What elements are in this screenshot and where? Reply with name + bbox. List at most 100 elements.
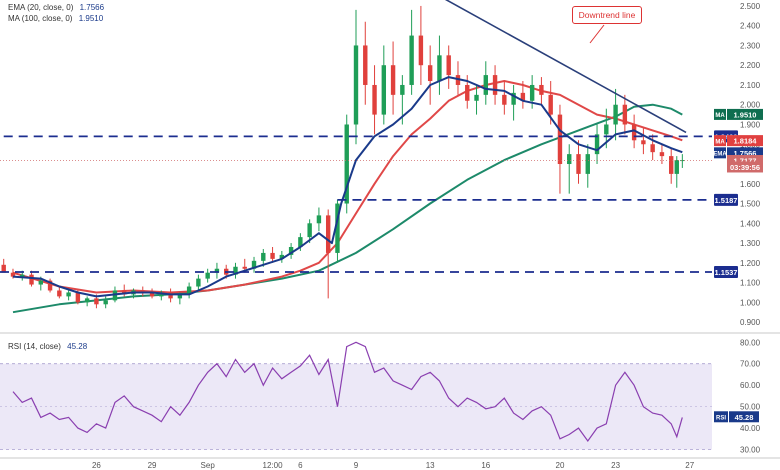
candle-body	[594, 134, 600, 155]
candle-body	[344, 124, 349, 204]
candle-body	[288, 247, 294, 255]
rsi-tag-key-label: RSI	[716, 416, 726, 422]
candle-body	[680, 160, 685, 162]
candle-body	[75, 292, 81, 303]
candle-body	[29, 274, 34, 285]
candle-body	[205, 272, 210, 279]
legend-rsi: RSI (14, close) 45.28	[8, 342, 87, 351]
candle-body	[103, 300, 108, 305]
candle-body	[316, 215, 322, 224]
series-tag-bg	[727, 161, 763, 173]
rsi-tick-label: 30.00	[740, 446, 761, 455]
x-tick-label: 16	[481, 461, 490, 470]
legend-rsi-text: RSI (14, close)	[8, 342, 61, 351]
candle-body	[261, 252, 266, 261]
series-tag-key-label: MA	[715, 113, 725, 119]
candle-body	[613, 104, 618, 125]
price-tick-label: 2.100	[740, 81, 761, 90]
candle-body	[576, 154, 581, 174]
series-tag-bg	[727, 147, 763, 159]
candle-body	[214, 268, 220, 273]
candle-body	[149, 292, 155, 297]
candle-body	[520, 92, 526, 101]
level-tag-label: 1.1537	[715, 268, 738, 277]
candle-body	[585, 154, 590, 174]
legend-ema: EMA (20, close, 0) 1.7566	[8, 2, 104, 13]
annotation-downtrend: Downtrend line	[572, 6, 642, 24]
level-tag-label: 1.5187	[715, 196, 738, 205]
candle-body	[539, 84, 544, 95]
legend-ema-value: 1.7566	[79, 3, 105, 12]
candle-body	[446, 55, 451, 76]
candle-body	[659, 152, 665, 157]
candle-body	[242, 266, 247, 269]
ma50-line	[12, 80, 683, 294]
rsi-tag-bg	[729, 411, 759, 423]
series-tag-value: 1.8184	[734, 137, 758, 146]
price-tick-label: 1.900	[740, 120, 761, 129]
series-tag-bg	[727, 108, 763, 120]
candle-body	[10, 272, 16, 277]
candle-body	[474, 94, 479, 101]
rsi-tick-label: 80.00	[740, 338, 761, 347]
series-tag-key-label: MA	[715, 139, 725, 145]
level-tag-bg	[714, 193, 738, 206]
downtrend-line	[444, 0, 687, 134]
candle-body	[325, 215, 331, 253]
rsi-tick-label: 40.00	[740, 424, 761, 433]
legend-price: EMA (20, close, 0) 1.7566 MA (100, close…	[8, 2, 104, 24]
candle-body	[251, 260, 257, 269]
rsi-tick-label: 50.00	[740, 403, 761, 412]
series-tag-value: 1.7566	[734, 149, 757, 158]
candle-body	[177, 294, 183, 299]
x-tick-label: 9	[354, 461, 359, 470]
x-tick-label: 6	[298, 461, 303, 470]
price-tick-label: 1.000	[740, 298, 761, 307]
series-tag-key-label: EMA	[713, 152, 727, 158]
candle-body	[465, 84, 470, 101]
candle-body	[567, 154, 572, 165]
rsi-line	[12, 341, 683, 443]
rsi-tick-label: 60.00	[740, 381, 761, 390]
candle-body	[196, 278, 201, 287]
candle-body	[381, 65, 387, 115]
candle-body	[47, 280, 53, 291]
price-tick-label: 1.100	[740, 279, 761, 288]
candle-body	[140, 290, 145, 293]
candle-body	[233, 266, 238, 275]
candle-body	[112, 290, 118, 301]
candle-body	[57, 290, 62, 297]
candle-body	[604, 124, 609, 135]
candle-body	[363, 45, 368, 85]
ema20-line	[12, 76, 683, 298]
candle-body	[674, 160, 679, 174]
price-tick-label: 1.200	[740, 259, 761, 268]
x-tick-label: 23	[611, 461, 620, 470]
legend-ma-value: 1.9510	[78, 14, 104, 23]
candle-body	[511, 92, 516, 105]
candle-body	[557, 114, 563, 165]
candle-body	[168, 292, 173, 299]
price-tick-label: 1.400	[740, 219, 761, 228]
candle-body	[418, 35, 424, 66]
candle-body	[502, 94, 507, 105]
candle-body	[335, 203, 340, 253]
candle-body	[622, 104, 628, 125]
legend-ma-text: MA (100, close, 0)	[8, 14, 73, 23]
legend-rsi-value: 45.28	[67, 342, 88, 351]
price-tick-label: 0.900	[740, 318, 761, 327]
candle-body	[650, 144, 655, 153]
candle-body	[84, 298, 90, 303]
x-tick-label: 29	[148, 461, 157, 470]
x-tick-label: 26	[92, 461, 101, 470]
candle-body	[390, 65, 396, 95]
price-tick-label: 1.500	[740, 200, 761, 209]
legend-ma: MA (100, close, 0) 1.9510	[8, 13, 104, 24]
x-tick-label: 27	[685, 461, 694, 470]
series-tag-bg	[727, 155, 763, 167]
series-tag-key	[714, 108, 726, 120]
level-tag-bg	[714, 265, 738, 278]
x-tick-label: Sep	[201, 461, 216, 470]
